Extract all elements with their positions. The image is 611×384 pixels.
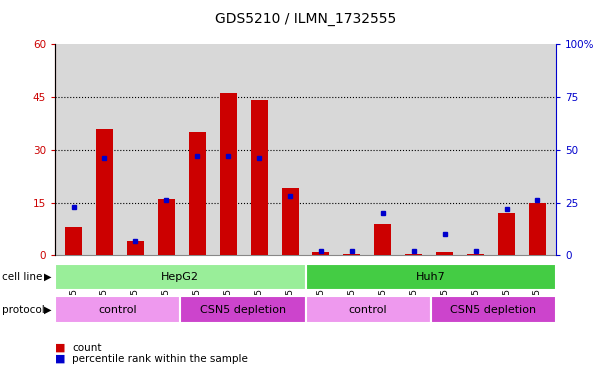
Bar xyxy=(306,296,431,323)
Bar xyxy=(96,129,113,255)
Bar xyxy=(405,254,422,255)
Bar xyxy=(55,296,180,323)
Bar xyxy=(180,296,306,323)
Bar xyxy=(158,199,175,255)
Bar xyxy=(498,213,515,255)
Text: control: control xyxy=(349,305,387,314)
Text: ▶: ▶ xyxy=(44,305,51,314)
Bar xyxy=(306,264,556,290)
Text: HepG2: HepG2 xyxy=(161,272,199,282)
Text: cell line: cell line xyxy=(2,272,42,282)
Bar xyxy=(55,264,306,290)
Bar xyxy=(343,254,360,255)
Bar xyxy=(467,254,484,255)
Text: GDS5210 / ILMN_1732555: GDS5210 / ILMN_1732555 xyxy=(215,12,396,25)
Text: percentile rank within the sample: percentile rank within the sample xyxy=(72,354,248,364)
Text: Huh7: Huh7 xyxy=(416,272,445,282)
Bar xyxy=(189,132,206,255)
Bar xyxy=(436,252,453,255)
Bar xyxy=(529,203,546,255)
Bar xyxy=(282,189,299,255)
Text: ■: ■ xyxy=(55,343,65,353)
Text: CSN5 depletion: CSN5 depletion xyxy=(450,305,536,314)
Bar xyxy=(127,241,144,255)
Bar xyxy=(251,101,268,255)
Bar xyxy=(431,296,556,323)
Text: protocol: protocol xyxy=(2,305,45,314)
Text: count: count xyxy=(72,343,101,353)
Bar xyxy=(220,93,236,255)
Text: control: control xyxy=(98,305,137,314)
Text: ▶: ▶ xyxy=(44,272,51,282)
Bar xyxy=(375,223,391,255)
Bar xyxy=(65,227,82,255)
Text: ■: ■ xyxy=(55,354,65,364)
Text: CSN5 depletion: CSN5 depletion xyxy=(200,305,286,314)
Bar xyxy=(312,252,329,255)
